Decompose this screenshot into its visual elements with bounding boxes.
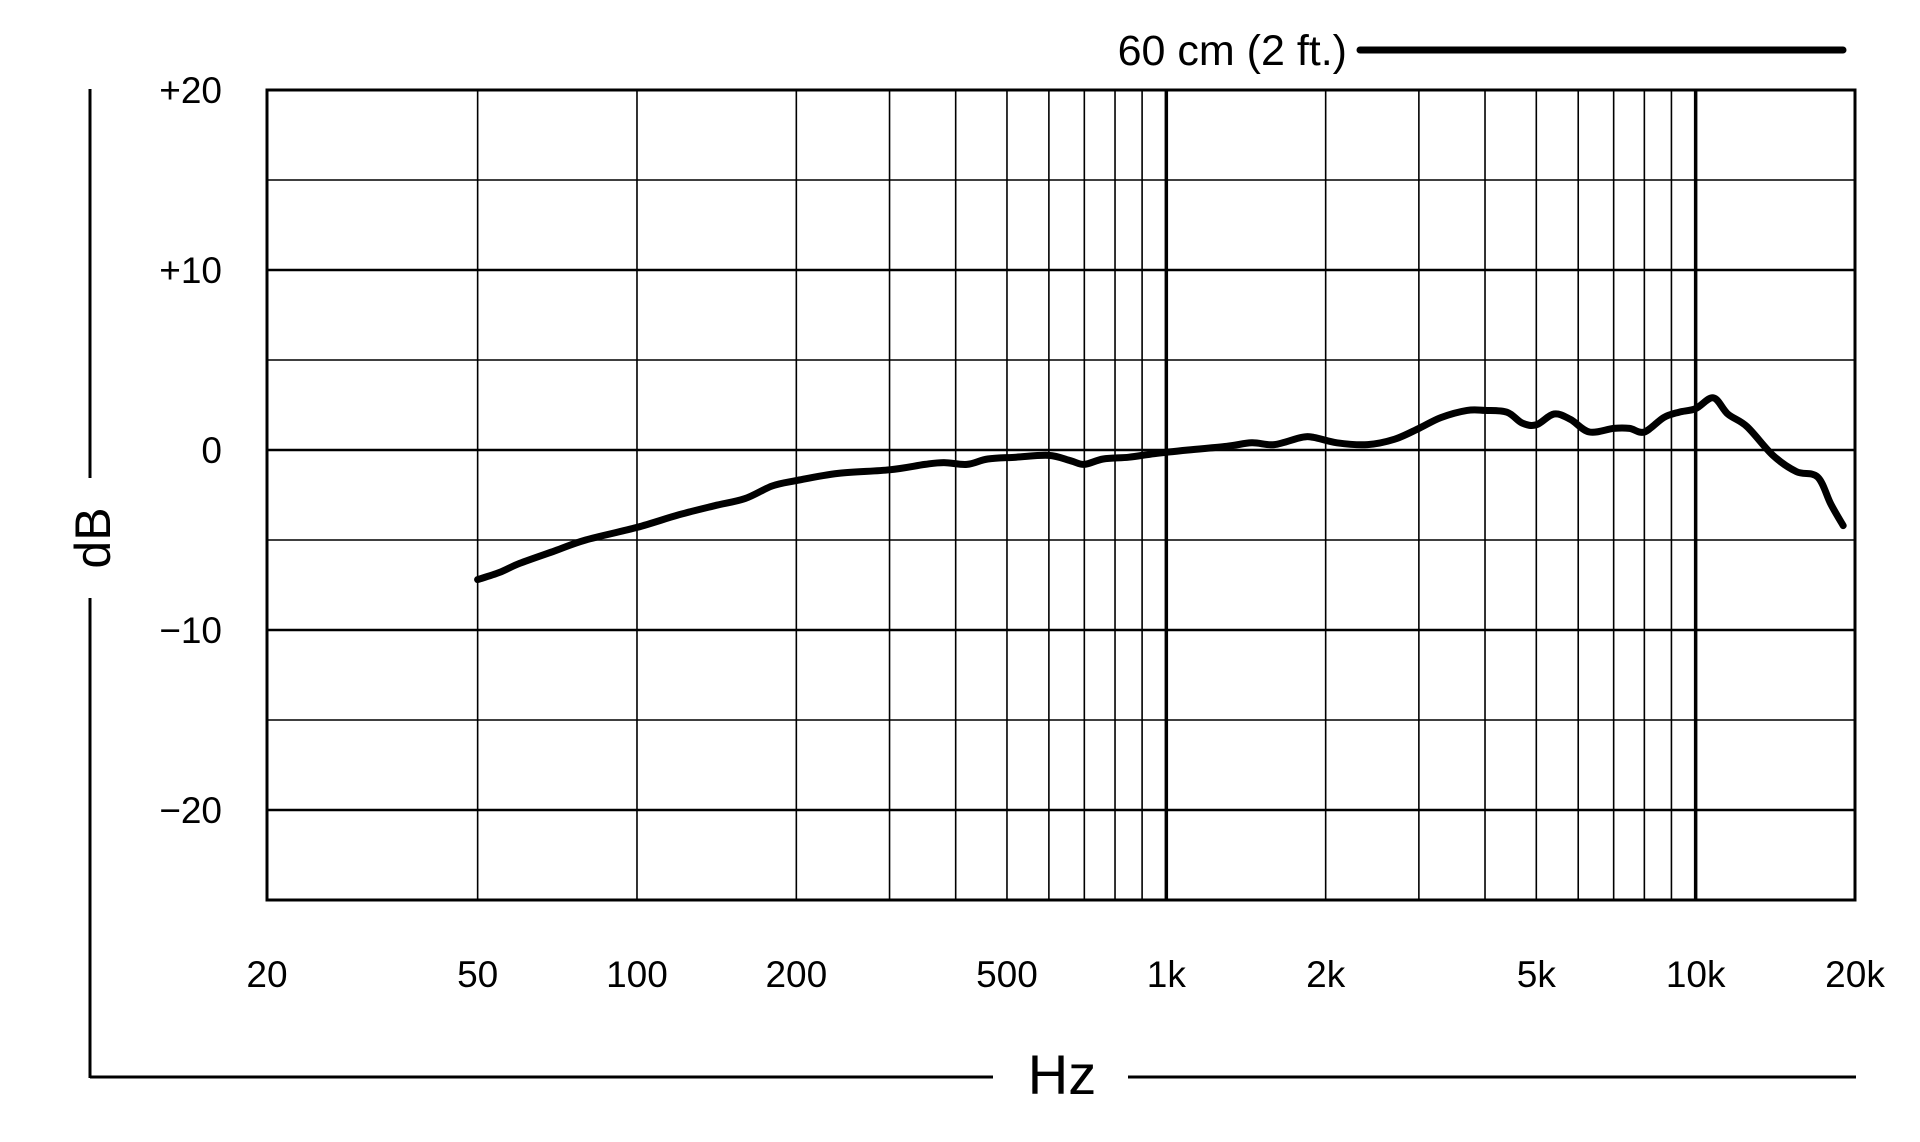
- y-axis-label: dB: [65, 507, 121, 568]
- y-tick-label--10: −10: [159, 610, 222, 651]
- y-tick-labels: +20 +10 0 −10 −20: [159, 70, 222, 831]
- y-tick-label-20: +20: [159, 70, 222, 111]
- legend-label: 60 cm (2 ft.): [1118, 27, 1347, 75]
- legend: 60 cm (2 ft.): [1118, 27, 1847, 75]
- x-tick-label-100: 100: [606, 954, 668, 995]
- series-layer: [474, 394, 1847, 584]
- x-axis-label: Hz: [1028, 1043, 1096, 1106]
- x-tick-label-1k: 1k: [1147, 954, 1187, 995]
- x-tick-label-20k: 20k: [1825, 954, 1885, 995]
- y-tick-label--20: −20: [159, 790, 222, 831]
- x-tick-label-2k: 2k: [1306, 954, 1346, 995]
- x-tick-labels: 20 50 100 200 500 1k 2k 5k 10k 20k: [246, 954, 1885, 995]
- series-line-0: [474, 394, 1847, 584]
- x-tick-label-10k: 10k: [1666, 954, 1726, 995]
- x-tick-label-500: 500: [976, 954, 1038, 995]
- plot-grid: [265, 88, 1857, 902]
- x-tick-label-5k: 5k: [1517, 954, 1557, 995]
- y-tick-label-0: 0: [201, 430, 222, 471]
- x-tick-label-200: 200: [765, 954, 827, 995]
- x-tick-label-50: 50: [457, 954, 498, 995]
- y-tick-label-10: +10: [159, 250, 222, 291]
- x-tick-label-20: 20: [246, 954, 287, 995]
- plot-border: [265, 88, 1857, 902]
